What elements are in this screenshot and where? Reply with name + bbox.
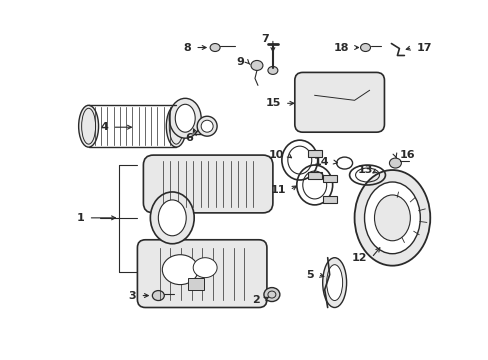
Ellipse shape: [210, 44, 220, 51]
Text: 8: 8: [183, 42, 191, 53]
Ellipse shape: [201, 120, 213, 132]
Text: 2: 2: [252, 294, 260, 305]
Ellipse shape: [326, 265, 342, 301]
FancyBboxPatch shape: [307, 150, 321, 157]
Text: 11: 11: [270, 185, 285, 195]
Ellipse shape: [162, 255, 198, 285]
FancyBboxPatch shape: [143, 155, 272, 213]
Ellipse shape: [388, 158, 401, 168]
Ellipse shape: [264, 288, 279, 302]
Text: 7: 7: [261, 33, 268, 44]
Ellipse shape: [166, 105, 186, 147]
FancyBboxPatch shape: [322, 196, 336, 203]
Text: 16: 16: [399, 150, 414, 160]
Text: 5: 5: [305, 270, 313, 280]
Ellipse shape: [152, 291, 164, 301]
Text: 6: 6: [185, 133, 193, 143]
Ellipse shape: [374, 195, 409, 241]
Text: 13: 13: [357, 165, 373, 175]
FancyBboxPatch shape: [137, 240, 266, 307]
Text: 17: 17: [415, 42, 431, 53]
Ellipse shape: [267, 67, 277, 75]
FancyBboxPatch shape: [322, 175, 336, 182]
Ellipse shape: [354, 170, 429, 266]
Ellipse shape: [322, 258, 346, 307]
FancyBboxPatch shape: [188, 278, 203, 289]
Text: 1: 1: [77, 213, 84, 223]
Text: 14: 14: [313, 157, 329, 167]
FancyBboxPatch shape: [185, 118, 207, 134]
Text: 18: 18: [333, 42, 349, 53]
FancyBboxPatch shape: [294, 72, 384, 132]
Ellipse shape: [197, 116, 217, 136]
Ellipse shape: [150, 192, 194, 244]
FancyBboxPatch shape: [307, 172, 321, 179]
Ellipse shape: [158, 200, 186, 236]
Text: 9: 9: [236, 58, 244, 67]
Ellipse shape: [169, 98, 201, 138]
Text: 12: 12: [351, 253, 367, 263]
Ellipse shape: [360, 44, 370, 51]
Text: 4: 4: [101, 122, 108, 132]
Text: 10: 10: [268, 150, 283, 160]
Ellipse shape: [250, 60, 263, 71]
Ellipse shape: [175, 104, 195, 132]
Ellipse shape: [193, 258, 217, 278]
Ellipse shape: [79, 105, 99, 147]
Text: 15: 15: [265, 98, 280, 108]
Text: 3: 3: [128, 291, 136, 301]
Ellipse shape: [364, 182, 420, 254]
